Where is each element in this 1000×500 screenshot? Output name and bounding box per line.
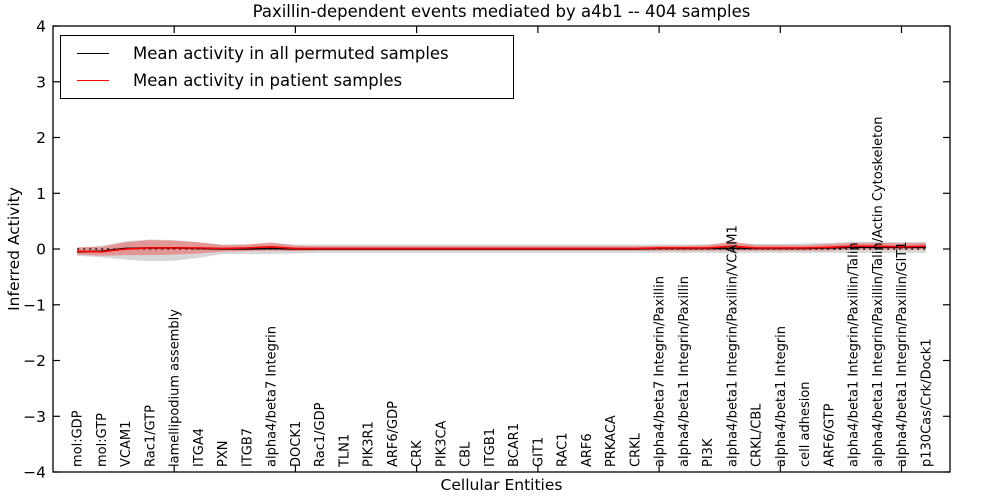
x-category-label: alpha4/beta1 Integrin/Paxillin: [677, 276, 692, 467]
x-category-label: Rac1/GDP: [313, 402, 328, 467]
x-category-label: PI3K: [701, 438, 716, 467]
x-category-label: lamellipodium assembly: [168, 309, 183, 467]
x-category-label: p130Cas/Crk/Dock1: [919, 338, 934, 467]
x-category-label: alpha4/beta1 Integrin/Paxillin/Talin/Act…: [871, 117, 886, 467]
x-category-label: CRK: [410, 440, 425, 467]
x-category-label: alpha4/beta1 Integrin/Paxillin/VCAM1: [725, 225, 740, 467]
x-category-label: alpha4/beta1 Integrin: [774, 326, 789, 467]
x-category-label: GIT1: [531, 437, 546, 467]
y-tick-label: 0: [36, 241, 46, 259]
y-tick-label: 4: [36, 18, 46, 36]
x-axis-label: Cellular Entities: [440, 476, 563, 494]
legend-entry-permuted: Mean activity in all permuted samples: [77, 40, 513, 67]
legend-label-patient: Mean activity in patient samples: [133, 71, 403, 90]
legend-line-sample-red: [77, 80, 109, 81]
x-category-label: ITGA4: [192, 428, 207, 467]
x-category-label: alpha4/beta1 Integrin/Paxillin/Talin: [847, 242, 862, 467]
y-tick-label: −1: [23, 296, 46, 314]
x-category-label: mol:GDP: [71, 410, 86, 467]
x-category-label: cell adhesion: [798, 381, 813, 467]
x-category-label: TLN1: [337, 434, 352, 468]
chart-title: Paxillin-dependent events mediated by a4…: [252, 2, 751, 21]
x-category-label: ITGB1: [483, 428, 498, 467]
y-tick-label: −4: [23, 464, 46, 482]
y-tick-label: −3: [23, 408, 46, 426]
permuted-std-band: [77, 239, 926, 262]
x-category-label: PIK3CA: [434, 420, 449, 467]
x-category-label: VCAM1: [119, 421, 134, 467]
x-category-label: CRKL/CBL: [750, 403, 765, 467]
legend: Mean activity in all permuted samples Me…: [60, 35, 514, 99]
x-category-label: mol:GTP: [95, 413, 110, 467]
x-category-label: alpha4/beta7 Integrin/Paxillin: [653, 276, 668, 467]
y-tick-label: −2: [23, 352, 46, 370]
y-tick-label: 1: [36, 185, 46, 203]
patient-mean-line: [77, 245, 926, 253]
x-category-label: PRKACA: [604, 415, 619, 467]
x-category-label: RAC1: [556, 432, 571, 467]
x-category-label: ARF6: [580, 433, 595, 467]
x-category-label: BCAR1: [507, 423, 522, 467]
x-category-label: alpha4/beta1 Integrin/Paxillin/GIT1: [895, 241, 910, 467]
x-category-label: alpha4/beta7 Integrin: [265, 326, 280, 467]
x-category-label: CBL: [459, 441, 474, 467]
x-category-label: PIK3R1: [362, 421, 377, 467]
legend-line-sample-black: [77, 53, 109, 54]
x-category-label: DOCK1: [289, 421, 304, 467]
x-category-label: PXN: [216, 441, 231, 467]
y-axis-label: Inferred Activity: [5, 187, 23, 311]
x-category-label: ARF6/GDP: [386, 401, 401, 467]
x-category-label: CRKL: [628, 432, 643, 467]
x-category-label: ARF6/GTP: [822, 403, 837, 467]
x-category-label: ITGB7: [240, 428, 255, 467]
y-tick-label: 2: [36, 129, 46, 147]
x-category-label: Rac1/GTP: [144, 405, 159, 467]
legend-entry-patient: Mean activity in patient samples: [77, 67, 513, 94]
legend-label-permuted: Mean activity in all permuted samples: [133, 44, 449, 63]
y-tick-label: 3: [36, 73, 46, 91]
